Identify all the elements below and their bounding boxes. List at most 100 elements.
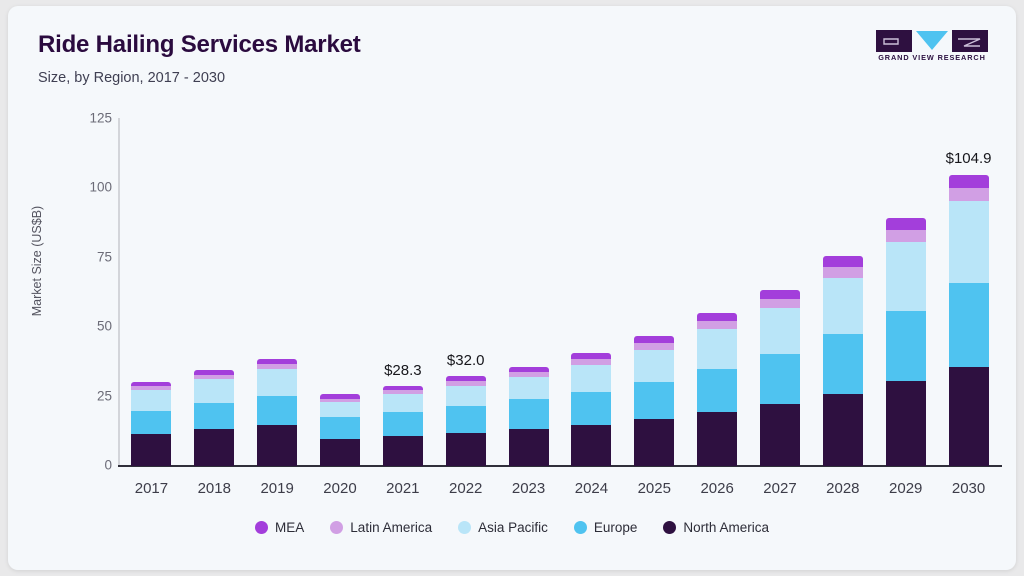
bar-column[interactable] — [822, 116, 863, 466]
bar-segment[interactable] — [445, 405, 486, 433]
y-axis-tick-label: 100 — [89, 179, 112, 195]
bar-segment[interactable] — [822, 267, 863, 278]
bar-segment[interactable] — [194, 379, 235, 403]
bar-segment[interactable] — [760, 307, 800, 355]
bar-segment[interactable] — [508, 366, 549, 372]
legend-item[interactable]: Latin America — [330, 520, 432, 535]
bar-column[interactable]: $28.3 — [382, 116, 423, 466]
bar-segment[interactable] — [382, 411, 423, 437]
bar-segment[interactable] — [697, 411, 738, 466]
bar-segment[interactable] — [320, 416, 360, 440]
bar-segment[interactable] — [131, 433, 172, 466]
bar-segment[interactable] — [257, 363, 298, 369]
bar-segment[interactable] — [697, 313, 738, 322]
bar-column[interactable] — [194, 116, 235, 466]
bar-segment[interactable] — [760, 354, 800, 405]
bar-segment[interactable] — [760, 289, 800, 299]
bar-segment[interactable] — [885, 310, 926, 382]
bar-segment[interactable] — [445, 381, 486, 386]
bar-segment[interactable] — [382, 385, 423, 390]
bar-segment[interactable] — [131, 410, 172, 434]
bar-segment[interactable] — [822, 333, 863, 394]
bar-segment[interactable] — [382, 389, 423, 395]
bar-segment[interactable] — [885, 230, 926, 242]
bar-segment[interactable] — [634, 336, 675, 344]
bar-segment[interactable] — [697, 329, 738, 369]
bar-segment[interactable] — [508, 376, 549, 400]
bar-segment[interactable] — [194, 374, 235, 380]
bar-segment[interactable] — [822, 393, 863, 466]
legend-item[interactable]: Asia Pacific — [458, 520, 548, 535]
bar-column[interactable]: $32.0 — [445, 116, 486, 466]
bar-segment[interactable] — [948, 174, 989, 189]
bar-segment[interactable] — [445, 376, 486, 382]
bar-segment[interactable] — [257, 358, 298, 364]
bar-stack — [508, 366, 549, 466]
bar-column[interactable]: $104.9 — [946, 116, 992, 466]
x-axis-tick-label: 2018 — [197, 480, 231, 497]
bar-segment[interactable] — [445, 432, 486, 466]
bar-segment[interactable] — [382, 436, 423, 466]
x-axis-tick-label: 2022 — [449, 480, 483, 497]
bar-segment[interactable] — [885, 381, 926, 466]
x-axis-tick-label: 2028 — [826, 480, 860, 497]
bar-segment[interactable] — [194, 429, 235, 466]
bar-segment[interactable] — [320, 398, 360, 403]
bar-segment[interactable] — [697, 321, 738, 330]
bar-segment[interactable] — [445, 385, 486, 406]
bar-segment[interactable] — [948, 366, 989, 466]
bar-column[interactable] — [571, 116, 612, 466]
bar-segment[interactable] — [697, 368, 738, 412]
bar-value-label: $32.0 — [446, 352, 485, 370]
bar-segment[interactable] — [320, 402, 360, 417]
bar-segment[interactable] — [508, 399, 549, 430]
bar-column[interactable] — [257, 116, 298, 466]
bar-segment[interactable] — [131, 386, 172, 390]
bar-segment[interactable] — [194, 369, 235, 375]
bar-column[interactable] — [697, 116, 738, 466]
bar-segment[interactable] — [320, 394, 360, 399]
bar-segment[interactable] — [822, 256, 863, 268]
bar-segment[interactable] — [257, 368, 298, 396]
bar-segment[interactable] — [382, 394, 423, 412]
bar-segment[interactable] — [508, 429, 549, 466]
bar-segment[interactable] — [885, 218, 926, 231]
bar-segment[interactable] — [571, 391, 612, 425]
bar-stack — [382, 385, 423, 466]
bar-column[interactable] — [131, 116, 172, 466]
bar-segment[interactable] — [634, 419, 675, 466]
bar-column[interactable] — [320, 116, 360, 466]
legend-item[interactable]: Europe — [573, 520, 637, 535]
bar-segment[interactable] — [634, 350, 675, 383]
bar-segment[interactable] — [634, 343, 675, 350]
bar-column[interactable] — [634, 116, 675, 466]
bar-segment[interactable] — [634, 382, 675, 420]
legend-item-label: Latin America — [350, 520, 433, 535]
bar-segment[interactable] — [948, 282, 989, 367]
bar-column[interactable] — [508, 116, 549, 466]
bar-segment[interactable] — [571, 424, 612, 466]
bar-segment[interactable] — [194, 403, 235, 430]
bar-segment[interactable] — [320, 439, 360, 466]
bar-segment[interactable] — [571, 353, 612, 360]
legend-item[interactable]: North America — [663, 520, 769, 535]
bar-segment[interactable] — [131, 381, 172, 387]
bar-segment[interactable] — [571, 359, 612, 365]
bar-segment[interactable] — [131, 389, 172, 411]
bar-segment[interactable] — [822, 277, 863, 334]
bar-segment[interactable] — [760, 298, 800, 308]
bar-segment[interactable] — [885, 242, 926, 311]
bar-segment[interactable] — [257, 425, 298, 466]
y-axis-title: Market Size (US$B) — [30, 205, 44, 317]
bar-segment[interactable] — [508, 371, 549, 377]
bar-segment[interactable] — [571, 364, 612, 392]
y-axis-tick-label: 50 — [96, 318, 112, 334]
bar-segment[interactable] — [257, 395, 298, 426]
bar-column[interactable] — [760, 116, 800, 466]
bar-segment[interactable] — [948, 201, 989, 283]
bar-column[interactable] — [885, 116, 926, 466]
bar-segment[interactable] — [948, 188, 989, 202]
legend-item[interactable]: MEA — [255, 520, 304, 535]
bar-stack — [571, 353, 612, 466]
bar-segment[interactable] — [760, 404, 800, 466]
